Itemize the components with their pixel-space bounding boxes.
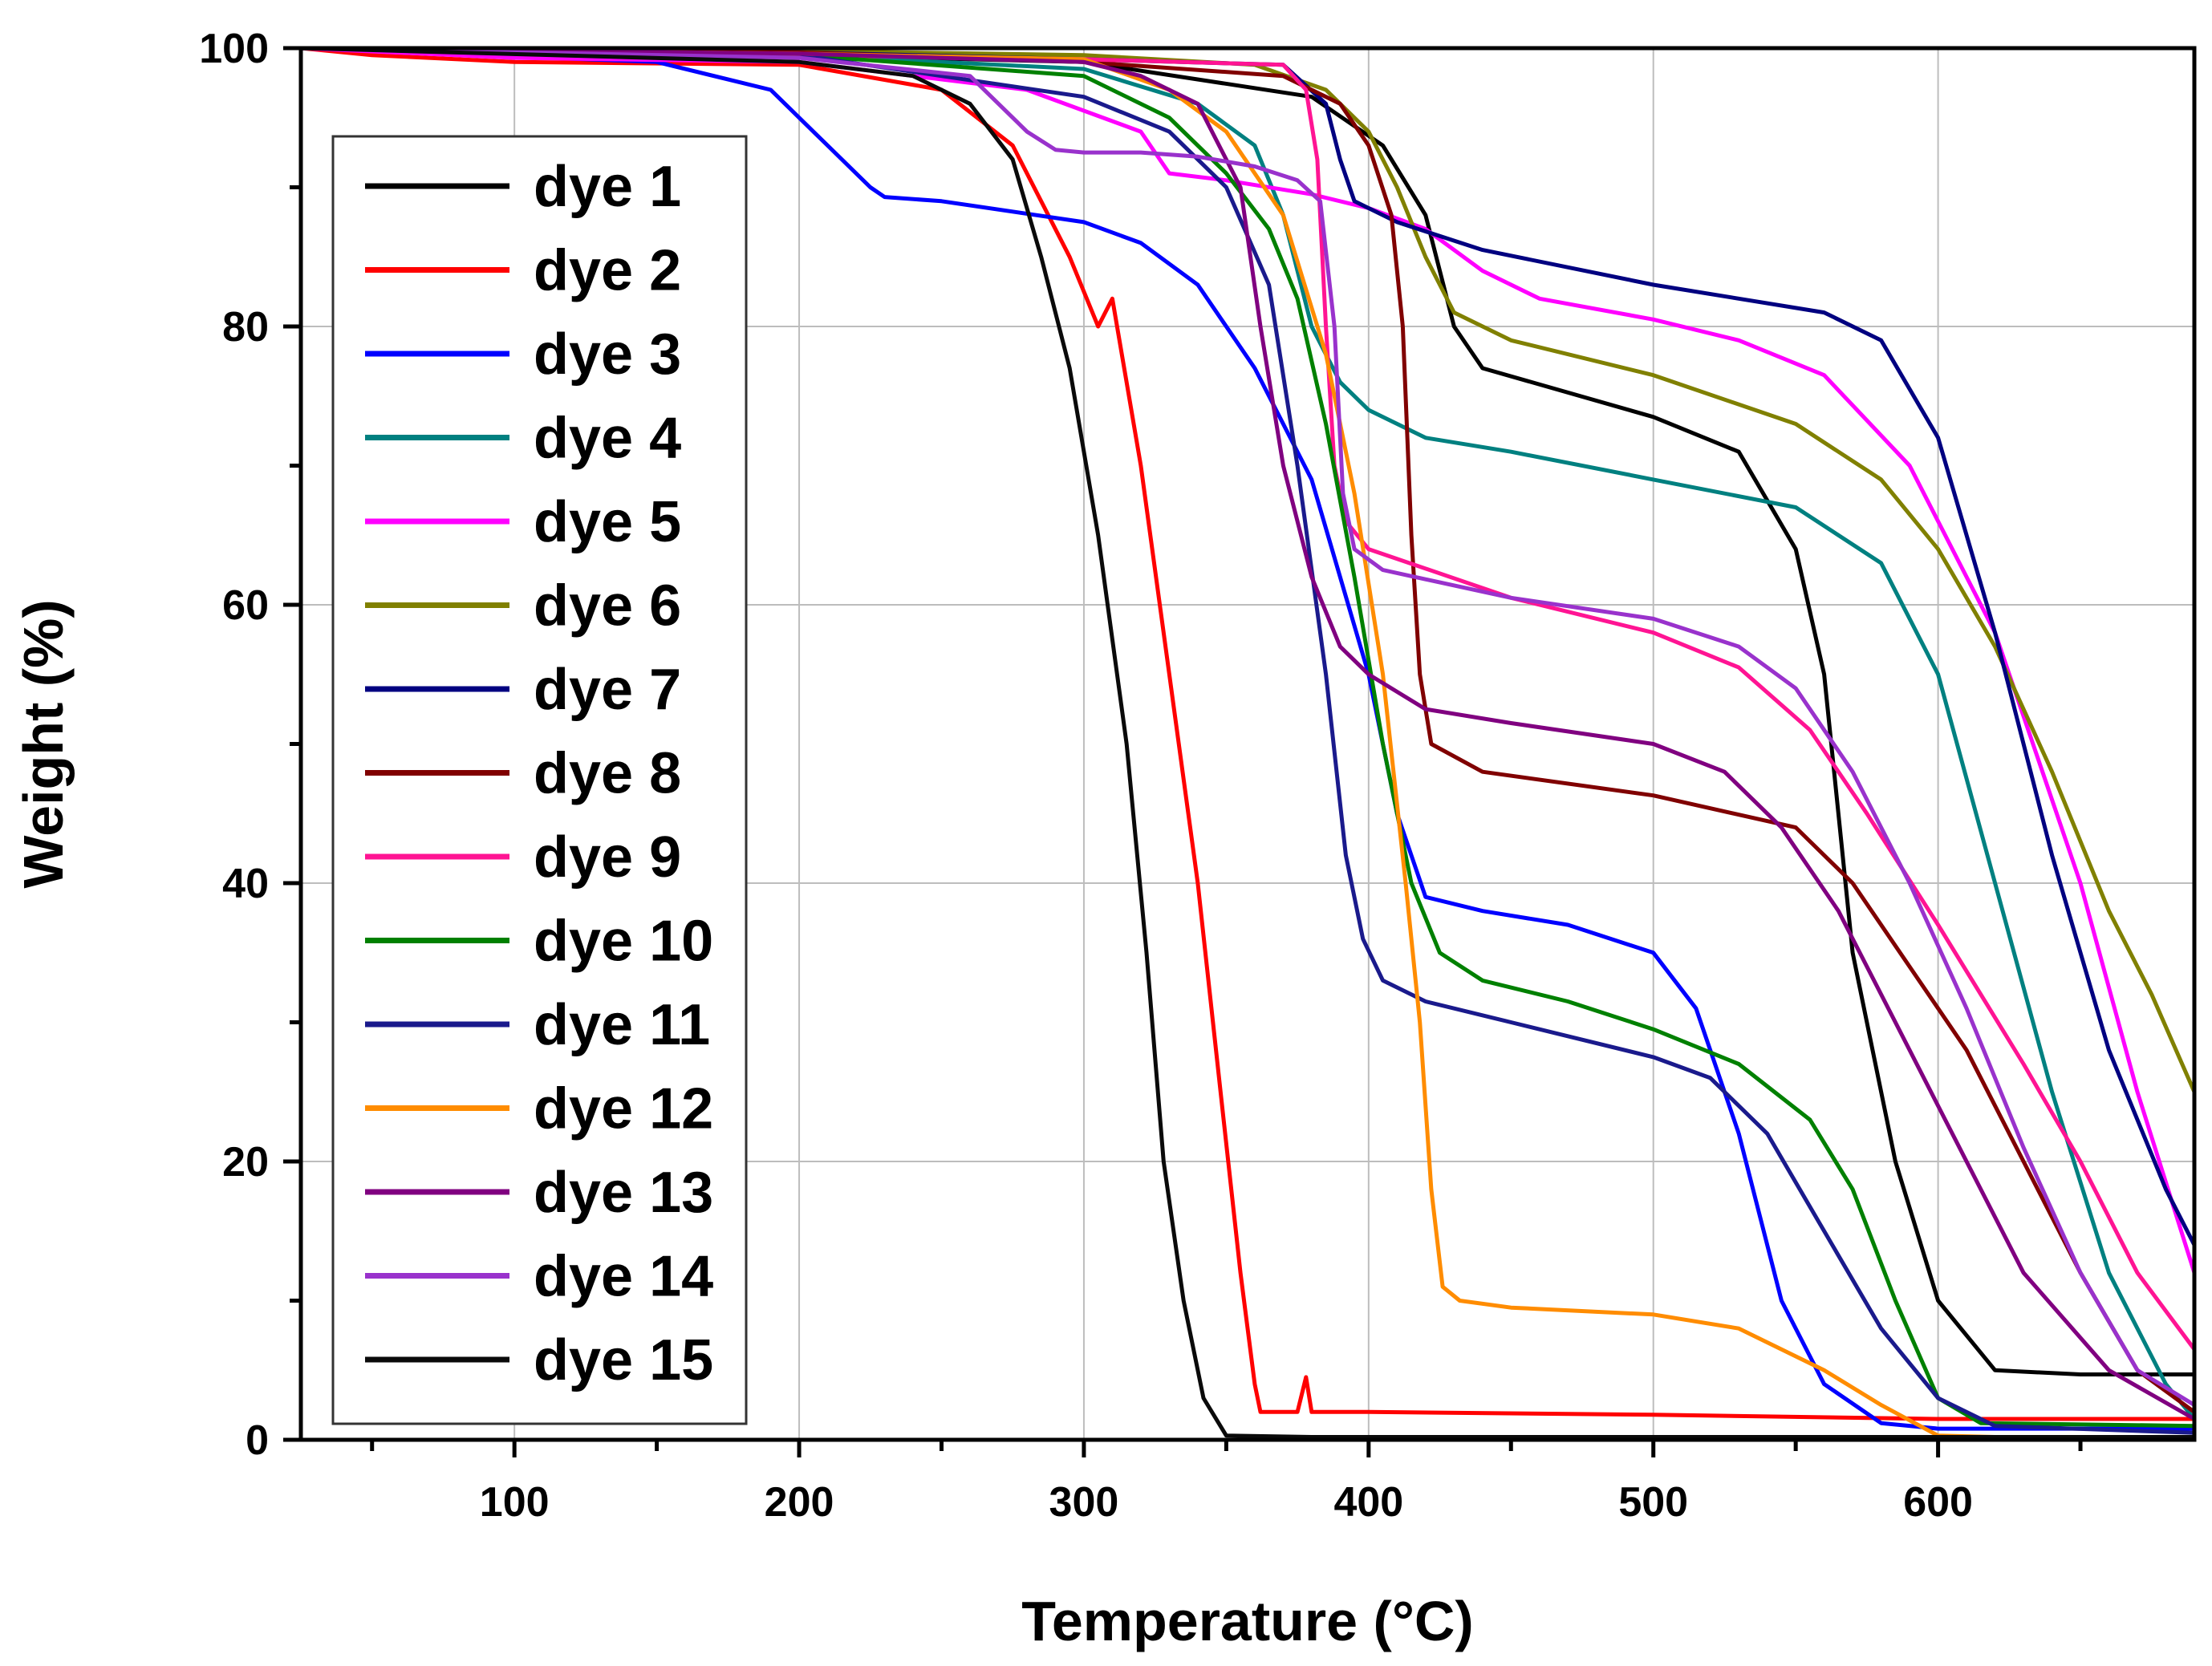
series-line-dye-12	[301, 48, 2194, 1439]
legend-label-dye-10: dye 10	[534, 910, 713, 974]
legend-label-dye-3: dye 3	[534, 322, 681, 387]
legend-label-dye-15: dye 15	[534, 1328, 713, 1392]
legend: dye 1 dye 2 dye 3 dye 4 dye 5 dye 6 dye 7 dye 8…	[331, 135, 748, 1425]
y-axis-title: Weight (%)	[12, 599, 75, 888]
series-line-dye-14	[301, 48, 2194, 1408]
x-tick-label: 500	[1618, 1479, 1688, 1526]
y-tick-label: 60	[222, 582, 269, 629]
x-tick-label: 400	[1333, 1479, 1403, 1526]
series-line-dye-10	[301, 48, 2194, 1429]
series-line-dye-15	[301, 48, 2194, 1439]
legend-label-dye-1: dye 1	[534, 155, 681, 219]
x-axis-title: Temperature (°C)	[1021, 1590, 1473, 1652]
series-line-dye-1	[301, 48, 2194, 1376]
legend-label-dye-2: dye 2	[534, 239, 681, 303]
series-line-dye-9	[301, 48, 2194, 1352]
y-tick-label: 100	[199, 26, 269, 72]
legend-label-dye-8: dye 8	[534, 742, 681, 806]
y-tick-label: 20	[222, 1139, 269, 1186]
legend-label-dye-5: dye 5	[534, 490, 681, 554]
legend-label-dye-13: dye 13	[534, 1161, 713, 1225]
x-tick-label: 600	[1903, 1479, 1973, 1526]
y-tick-label: 40	[222, 861, 269, 907]
legend-label-dye-14: dye 14	[534, 1245, 713, 1309]
legend-label-dye-9: dye 9	[534, 825, 681, 890]
series-line-dye-11	[301, 48, 2194, 1435]
legend-label-dye-6: dye 6	[534, 574, 681, 638]
series-line-dye-13	[301, 48, 2194, 1421]
series-line-dye-2	[301, 48, 2194, 1421]
axis-ticks: 100 200 300 400 500 600 0 20 40 60 80 100	[199, 26, 2083, 1526]
legend-label-dye-4: dye 4	[534, 407, 681, 471]
legend-label-dye-7: dye 7	[534, 658, 681, 722]
series-lines	[301, 48, 2194, 1439]
y-tick-label: 0	[246, 1417, 269, 1464]
series-line-dye-5	[301, 48, 2194, 1275]
x-tick-label: 100	[480, 1479, 550, 1526]
legend-label-dye-12: dye 12	[534, 1077, 713, 1141]
y-tick-label: 80	[222, 304, 269, 351]
x-tick-label: 300	[1049, 1479, 1119, 1526]
legend-label-dye-11: dye 11	[534, 993, 710, 1057]
series-line-dye-4	[301, 48, 2194, 1421]
x-tick-label: 200	[765, 1479, 834, 1526]
